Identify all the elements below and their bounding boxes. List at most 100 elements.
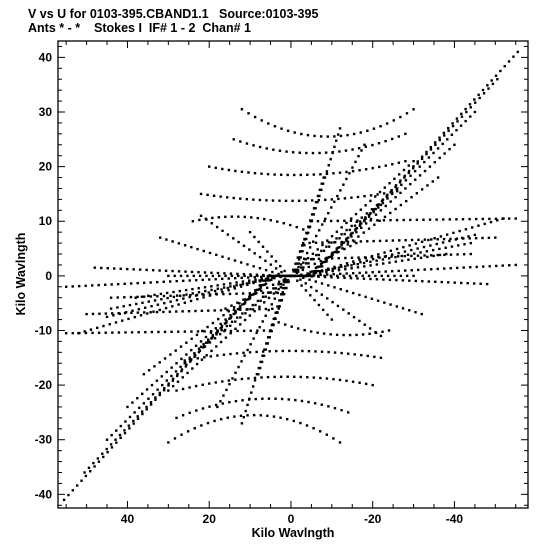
uv-point [382, 192, 386, 195]
uv-point [258, 325, 261, 329]
uv-point [254, 397, 257, 401]
uv-point [316, 248, 319, 251]
uv-point [195, 293, 199, 297]
uv-point [281, 286, 285, 290]
uv-point [150, 330, 154, 334]
uv-point [239, 305, 242, 308]
uv-point [305, 237, 308, 241]
uv-point [299, 278, 302, 281]
uv-point [248, 230, 252, 234]
uv-point [429, 244, 432, 247]
uv-point [358, 293, 361, 297]
uv-point [225, 324, 229, 328]
uv-point [142, 295, 146, 298]
uv-point [167, 382, 170, 385]
uv-point [149, 281, 152, 284]
uv-point [412, 159, 415, 163]
uv-point [336, 304, 340, 308]
uv-point [189, 293, 192, 297]
uv-point [321, 241, 324, 244]
uv-point [242, 298, 245, 301]
uv-point [357, 235, 360, 238]
uv-point [466, 282, 469, 285]
uv-point [362, 219, 366, 222]
uv-point [508, 264, 511, 267]
uv-point [338, 171, 342, 174]
uv-point [149, 401, 153, 404]
uv-point [149, 295, 152, 298]
uv-point [266, 250, 269, 253]
uv-point [280, 293, 283, 296]
uv-point [186, 274, 189, 278]
uv-point [368, 332, 371, 335]
uv-point [207, 309, 210, 312]
uv-point [416, 162, 419, 165]
uv-point [158, 236, 162, 239]
uv-point [136, 415, 139, 418]
uv-point [503, 65, 506, 68]
uv-point [397, 161, 401, 164]
uv-point [141, 412, 144, 416]
uv-point [230, 215, 234, 218]
uv-point [268, 336, 271, 339]
uv-point [205, 274, 208, 278]
uv-point [133, 411, 136, 414]
uv-point [394, 184, 398, 187]
uv-point [483, 222, 486, 226]
uv-point [281, 349, 284, 353]
uv-point [433, 141, 437, 144]
uv-point [377, 142, 381, 145]
uv-point [83, 471, 86, 474]
uv-point [364, 382, 368, 386]
uv-point [191, 367, 194, 370]
uv-point [85, 312, 88, 316]
uv-point [287, 279, 290, 282]
uv-point [355, 227, 359, 230]
uv-point [222, 394, 225, 397]
uv-point [448, 218, 452, 221]
uv-point [404, 159, 407, 163]
uv-point [249, 273, 252, 276]
uv-point [399, 203, 403, 207]
uv-point [224, 215, 227, 219]
uv-point [430, 238, 433, 241]
uv-point [263, 283, 266, 286]
uv-point [345, 177, 348, 181]
uv-point [336, 219, 339, 223]
uv-point [239, 197, 242, 200]
uv-point [248, 295, 251, 298]
y-tick-label: -20 [35, 378, 53, 392]
uv-point [312, 272, 315, 276]
uv-point [171, 240, 174, 243]
uv-point [62, 498, 66, 502]
uv-point [295, 274, 299, 278]
uv-point [376, 299, 380, 302]
uv-point [383, 301, 386, 304]
uv-point [109, 307, 113, 310]
uv-point [277, 287, 280, 291]
uv-point [151, 393, 155, 396]
uv-point [449, 267, 452, 270]
uv-point [372, 210, 375, 214]
uv-point [258, 284, 261, 287]
uv-point [367, 215, 371, 218]
uv-point [241, 280, 245, 283]
uv-point [313, 262, 316, 266]
uv-point [277, 283, 280, 286]
uv-point [349, 276, 353, 280]
uv-point [227, 277, 230, 280]
uv-point [215, 225, 219, 229]
uv-point [293, 274, 297, 278]
uv-point [234, 371, 237, 374]
uv-point [321, 270, 324, 273]
uv-point [410, 269, 413, 272]
uv-point [338, 441, 342, 444]
uv-point [337, 250, 340, 254]
uv-point [203, 356, 206, 359]
uv-point [214, 277, 217, 281]
uv-point [312, 274, 316, 277]
uv-point [147, 300, 150, 303]
uv-point [111, 312, 114, 315]
uv-point [291, 274, 295, 278]
uv-point [186, 371, 189, 375]
